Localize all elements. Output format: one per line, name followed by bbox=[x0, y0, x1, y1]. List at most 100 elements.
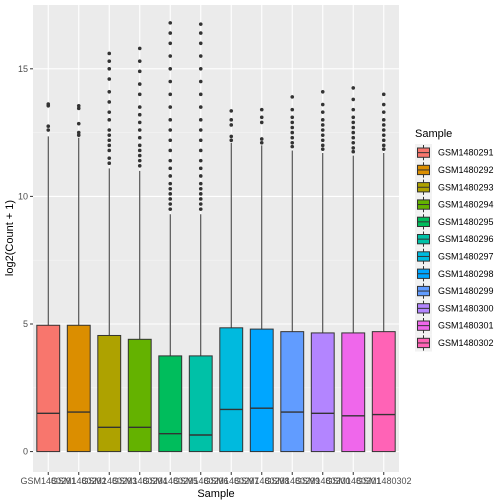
outlier-point bbox=[107, 138, 112, 143]
outlier-point bbox=[168, 192, 173, 196]
box-GSM1480298 bbox=[249, 107, 274, 453]
outlier-point bbox=[290, 125, 295, 130]
outlier-point bbox=[381, 110, 386, 114]
outlier-point bbox=[290, 115, 295, 120]
x-tick-label: GSM1480295 bbox=[142, 476, 198, 486]
box-GSM1480296 bbox=[188, 22, 213, 453]
outlier-point bbox=[46, 102, 51, 106]
outlier-point bbox=[107, 110, 112, 114]
outlier-point bbox=[168, 128, 173, 132]
legend: Sample GSM1480291 GSM1480292 GSM1480293 GSM… bbox=[415, 128, 494, 352]
outlier-point bbox=[107, 128, 112, 132]
outlier-point bbox=[198, 128, 203, 132]
outlier-point bbox=[320, 143, 325, 148]
outlier-point bbox=[168, 92, 173, 97]
outlier-point bbox=[290, 95, 295, 99]
outlier-point bbox=[381, 92, 386, 97]
box-body bbox=[371, 331, 396, 453]
legend-label: GSM1480297 bbox=[438, 251, 494, 261]
outlier-point bbox=[259, 137, 264, 141]
outlier-point bbox=[290, 130, 295, 135]
legend-label: GSM1480293 bbox=[438, 182, 494, 192]
legend-label: GSM1480296 bbox=[438, 234, 494, 244]
outlier-point bbox=[198, 138, 203, 143]
outlier-point bbox=[229, 118, 234, 122]
outlier-point bbox=[351, 107, 356, 112]
box-GSM1480301 bbox=[341, 86, 366, 453]
outlier-point bbox=[259, 107, 264, 112]
y-tick-label: 15 bbox=[18, 64, 28, 74]
x-tick-label: GSM1480294 bbox=[112, 476, 168, 486]
outlier-point bbox=[137, 143, 142, 148]
outlier-point bbox=[168, 181, 173, 186]
outlier-point bbox=[320, 118, 325, 122]
outlier-point bbox=[381, 133, 386, 137]
outlier-point bbox=[107, 156, 112, 160]
box-body bbox=[188, 355, 213, 453]
outlier-point bbox=[198, 66, 203, 71]
outlier-point bbox=[381, 102, 386, 107]
legend-label: GSM1480291 bbox=[438, 148, 494, 158]
outlier-point bbox=[137, 82, 142, 86]
outlier-point bbox=[351, 141, 356, 145]
outlier-point bbox=[229, 134, 234, 139]
outlier-point bbox=[320, 102, 325, 107]
outlier-point bbox=[168, 41, 173, 46]
outlier-point bbox=[107, 77, 112, 81]
box-GSM1480293 bbox=[97, 51, 122, 453]
legend-item: GSM1480298 bbox=[415, 265, 494, 283]
outlier-point bbox=[107, 161, 112, 166]
outlier-point bbox=[198, 202, 203, 206]
outlier-point bbox=[320, 138, 325, 143]
outlier-point bbox=[107, 51, 112, 56]
box-body bbox=[310, 332, 335, 453]
outlier-point bbox=[229, 109, 234, 113]
legend-label: GSM1480292 bbox=[438, 165, 494, 175]
outlier-point bbox=[107, 143, 112, 148]
x-tick-label: GSM1480291 bbox=[20, 476, 76, 486]
box-GSM1480297 bbox=[219, 109, 244, 453]
outlier-point bbox=[168, 138, 173, 143]
outlier-point bbox=[137, 112, 142, 117]
outlier-point bbox=[107, 66, 112, 71]
outlier-point bbox=[198, 148, 203, 153]
outlier-point bbox=[168, 197, 173, 201]
outlier-point bbox=[259, 120, 264, 125]
legend-label: GSM1480299 bbox=[438, 286, 494, 296]
outlier-point bbox=[290, 135, 295, 140]
outlier-point bbox=[168, 207, 173, 211]
outlier-point bbox=[381, 128, 386, 132]
outlier-point bbox=[107, 148, 112, 153]
outlier-point bbox=[259, 141, 264, 145]
legend-item: GSM1480300 bbox=[415, 299, 494, 317]
outlier-point bbox=[137, 153, 142, 158]
outlier-point bbox=[229, 138, 234, 143]
y-axis-title: log2(Count + 1) bbox=[4, 200, 16, 276]
legend-label: GSM1480295 bbox=[438, 217, 494, 227]
outlier-point bbox=[137, 163, 142, 168]
outlier-point bbox=[198, 174, 203, 178]
outlier-point bbox=[198, 197, 203, 201]
x-tick-label: GSM1480296 bbox=[173, 476, 229, 486]
outlier-point bbox=[198, 79, 203, 84]
outlier-point bbox=[320, 110, 325, 114]
legend-title: Sample bbox=[415, 128, 452, 140]
y-tick-label: 0 bbox=[23, 447, 28, 457]
outlier-point bbox=[320, 133, 325, 137]
outlier-point bbox=[198, 186, 203, 191]
box-GSM1480291 bbox=[36, 102, 61, 453]
box-body bbox=[249, 328, 274, 453]
outlier-point bbox=[107, 100, 112, 104]
legend-item: GSM1480299 bbox=[415, 282, 494, 300]
outlier-point bbox=[351, 149, 356, 154]
x-tick-label: GSM1480293 bbox=[81, 476, 137, 486]
outlier-point bbox=[168, 158, 173, 163]
plot-panel bbox=[33, 5, 399, 472]
outlier-point bbox=[198, 207, 203, 211]
y-tick-label: 5 bbox=[23, 319, 28, 329]
outlier-point bbox=[198, 41, 203, 46]
outlier-point bbox=[168, 166, 173, 171]
x-tick-label: GSM1480299 bbox=[264, 476, 320, 486]
legend-item: GSM1480291 bbox=[415, 144, 494, 162]
outlier-point bbox=[137, 148, 142, 153]
